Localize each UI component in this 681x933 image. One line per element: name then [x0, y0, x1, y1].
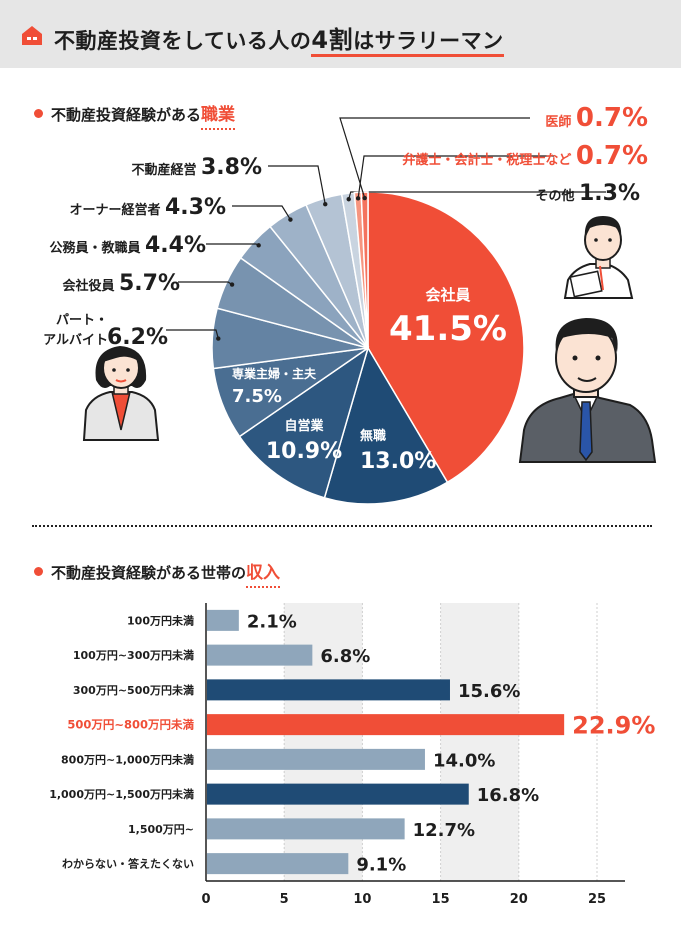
pie-label-name: 公務員・教職員 [49, 240, 145, 256]
bar [207, 783, 469, 805]
leader-dot [216, 336, 221, 341]
pie-outside-label: 会社役員 5.7% [62, 271, 180, 296]
pie-label-value: 3.8% [201, 155, 262, 180]
pie-outside-label: その他 1.3% [535, 181, 640, 206]
bar-value-label: 22.9% [572, 712, 655, 740]
pie-outside-label: 弁護士・会計士・税理士など 0.7% [402, 141, 648, 171]
bullet-dot [34, 109, 43, 118]
pie-slice-value: 10.9% [266, 439, 342, 464]
pie-slice [367, 191, 525, 484]
pie-label-value: 4.3% [165, 195, 226, 220]
pie-label-value: 4.4% [145, 233, 206, 258]
bar-value-label: 2.1% [247, 611, 297, 632]
leader-line [166, 329, 219, 339]
bar-value-label: 9.1% [356, 855, 406, 876]
pie-label-name: 医師 [545, 114, 576, 130]
pie-label-value: 5.7% [119, 271, 180, 296]
pie-label-name: パート・ [56, 313, 108, 328]
bullet-dot [34, 567, 43, 576]
bar [207, 609, 239, 631]
section-divider [32, 525, 652, 527]
bar [207, 748, 425, 770]
bar [207, 853, 349, 875]
occupation-section-label: 不動産投資経験がある職業 [34, 100, 236, 130]
pie-slice [238, 346, 370, 499]
leader-dot [288, 217, 293, 222]
y-category-label: 100万円未満 [127, 613, 194, 627]
pie-label-value: 0.7% [576, 103, 648, 133]
y-category-label: 100万円~300万円未満 [73, 648, 194, 662]
leader-dot [355, 196, 361, 201]
pie-outside-label: 医師 0.7% [545, 103, 648, 133]
leader-dot [229, 282, 235, 287]
header-bar: 不動産投資をしている人の4割はサラリーマン [0, 0, 681, 68]
pie-slice-value: 41.5% [389, 309, 507, 349]
bar [207, 679, 450, 701]
x-tick-label: 25 [588, 892, 606, 907]
y-category-label: わからない・答えたくない [62, 857, 194, 871]
pie-label-value: 6.2% [107, 325, 168, 350]
leader-line [348, 191, 606, 200]
bar-value-label: 15.6% [458, 681, 520, 702]
bar [207, 714, 565, 736]
leader-dot [346, 197, 351, 202]
x-tick-label: 0 [201, 892, 210, 907]
leader-line [268, 165, 326, 205]
pie-outside-label: パート・アルバイト6.2% [43, 313, 168, 350]
pie-slice [360, 191, 369, 349]
y-category-label: 1,500万円~ [128, 823, 194, 836]
bar-value-label: 14.0% [433, 750, 495, 771]
x-tick-label: 15 [432, 892, 450, 907]
house-icon [22, 26, 42, 45]
pie-slice-value: 7.5% [232, 386, 282, 407]
leader-dot [256, 243, 261, 248]
pie-label-value: 0.7% [576, 141, 648, 171]
pie-slice-label: 専業主婦・主夫 [232, 366, 317, 381]
pie-label-name: オーナー経営者 [69, 202, 165, 218]
leader-line [232, 205, 291, 220]
x-tick-label: 10 [353, 892, 371, 907]
pie-slice [323, 346, 449, 505]
pie-outside-label: 不動産経営 3.8% [131, 155, 262, 180]
income-section-label: 不動産投資経験がある世帯の収入 [34, 558, 281, 588]
pie-label-name: その他 [535, 188, 579, 204]
bar-value-label: 16.8% [477, 785, 539, 806]
pie-slice-label: 無職 [360, 428, 386, 444]
pie-outside-label: 公務員・教職員 4.4% [49, 233, 206, 258]
pie-slice-label: 自営業 [284, 418, 324, 434]
pie-label-value: 1.3% [579, 181, 640, 206]
leader-line [339, 117, 530, 199]
y-category-label: 300万円~500万円未満 [73, 683, 194, 697]
bar-value-label: 12.7% [413, 820, 475, 841]
pie-label-name: 会社役員 [62, 278, 119, 294]
y-category-label: 500万円~800万円未満 [67, 718, 194, 732]
grid-band [440, 603, 519, 881]
bar [207, 644, 313, 666]
leader-dot [323, 202, 328, 207]
pie-outside-label: オーナー経営者 4.3% [69, 195, 226, 220]
leader-dot [362, 195, 367, 201]
x-tick-label: 5 [280, 892, 289, 907]
pie-slice-label: 会社員 [425, 286, 470, 304]
x-tick-label: 20 [510, 892, 528, 907]
pie-label-name: 不動産経営 [131, 162, 201, 178]
pie-label-name: アルバイト [43, 333, 108, 348]
bar [207, 818, 405, 840]
y-category-label: 800万円~1,000万円未満 [61, 752, 194, 766]
page-title: 不動産投資をしている人の4割はサラリーマン [54, 26, 504, 54]
pie-label-name: 弁護士・会計士・税理士など [402, 152, 576, 168]
bar-value-label: 6.8% [320, 646, 370, 667]
pie-slice-value: 13.0% [360, 449, 436, 474]
y-category-label: 1,000万円~1,500万円未満 [49, 787, 194, 801]
